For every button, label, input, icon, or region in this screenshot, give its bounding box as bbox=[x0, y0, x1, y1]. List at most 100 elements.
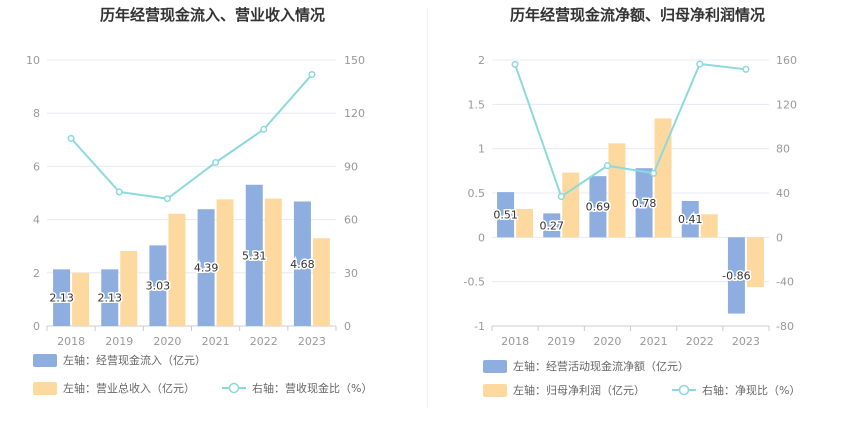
bar-primary bbox=[589, 176, 607, 238]
left-axis-tick-label: 1.5 bbox=[468, 98, 486, 111]
panel-divider bbox=[427, 8, 428, 408]
left-axis-tick-label: 1 bbox=[478, 143, 485, 156]
line-series bbox=[514, 62, 747, 199]
right-axis-tick-label: 120 bbox=[776, 98, 797, 111]
x-axis-tick-label: 2020 bbox=[593, 335, 621, 348]
bar-primary bbox=[101, 269, 119, 326]
legend-swatch bbox=[33, 382, 57, 395]
legend-swatch bbox=[483, 384, 507, 397]
bar-primary bbox=[543, 213, 561, 238]
right-axis-tick-label: 0 bbox=[344, 320, 351, 333]
x-axis-tick-label: 2018 bbox=[501, 335, 529, 348]
bar-secondary bbox=[120, 250, 138, 326]
x-axis-tick-label: 2018 bbox=[57, 335, 85, 348]
x-axis-tick-label: 2021 bbox=[202, 335, 230, 348]
left-axis-tick-label: 4 bbox=[33, 214, 40, 227]
x-axis-tick-label: 2020 bbox=[153, 335, 181, 348]
line-point bbox=[603, 162, 611, 170]
bar-secondary bbox=[72, 272, 90, 326]
x-axis-tick-label: 2021 bbox=[640, 335, 668, 348]
bar-data-label: 0.41 bbox=[678, 213, 703, 226]
bar-data-label: 0.78 bbox=[632, 197, 657, 210]
line-point bbox=[308, 70, 316, 79]
line-point bbox=[511, 60, 519, 68]
legend-swatch bbox=[483, 360, 507, 373]
left-axis-tick-label: 6 bbox=[33, 160, 40, 173]
bar-primary bbox=[149, 245, 167, 326]
right-axis-tick-label: 60 bbox=[344, 214, 358, 227]
bar-data-label: 0.51 bbox=[493, 209, 517, 222]
x-axis-tick-label: 2019 bbox=[105, 335, 133, 348]
bar-secondary bbox=[264, 198, 282, 326]
line-point bbox=[212, 158, 220, 167]
left-axis-tick-label: 10 bbox=[26, 54, 40, 67]
bar-secondary bbox=[654, 118, 672, 238]
left-axis-tick-label: 8 bbox=[33, 107, 40, 120]
bar-secondary bbox=[168, 213, 186, 326]
bar-data-label: -0.86 bbox=[722, 269, 750, 282]
x-axis-tick-label: 2019 bbox=[547, 335, 575, 348]
bar-secondary bbox=[562, 172, 580, 238]
bar-data-label: 5.31 bbox=[242, 249, 267, 262]
bar-data-label: 0.27 bbox=[540, 219, 565, 232]
right-axis-tick-label: 30 bbox=[344, 267, 358, 280]
x-axis-tick-label: 2023 bbox=[732, 335, 760, 348]
legend-label: 左轴：经营现金流入（亿元） bbox=[63, 353, 206, 367]
right-axis-tick-label: 150 bbox=[344, 54, 365, 67]
line-point bbox=[557, 192, 565, 201]
left-axis-tick-label: 0.5 bbox=[468, 187, 486, 200]
left-axis-tick-label: 0 bbox=[33, 320, 40, 333]
line-point bbox=[742, 65, 750, 73]
bar-primary bbox=[681, 200, 699, 238]
x-axis-tick-label: 2022 bbox=[686, 335, 714, 348]
bar-data-label: 2.13 bbox=[49, 292, 74, 305]
line-point bbox=[163, 195, 171, 203]
bar-primary bbox=[293, 201, 311, 326]
line-point bbox=[67, 134, 75, 142]
legend-label: 左轴：归母净利润（亿元） bbox=[513, 383, 645, 397]
line-point bbox=[696, 60, 704, 68]
legend-label: 右轴：营收现金比（%） bbox=[252, 381, 372, 395]
right-axis-tick-label: 0 bbox=[776, 231, 783, 244]
chart-svg-cash-inflow-revenue: 0 2 4 6 8 10 0 30 60 90 120 150 2018 2019 2020 2021 2022… bbox=[26, 54, 372, 395]
left-axis-tick-label: -0.5 bbox=[464, 276, 485, 289]
bar-secondary bbox=[216, 199, 234, 326]
bar-data-label: 4.68 bbox=[290, 258, 315, 271]
bar-data-label: 4.39 bbox=[194, 262, 219, 275]
bar-secondary bbox=[312, 238, 330, 326]
legend-line-marker bbox=[228, 382, 240, 394]
bar-primary bbox=[635, 168, 653, 238]
legend-line-marker bbox=[678, 384, 690, 396]
bar-secondary bbox=[700, 214, 718, 238]
left-axis-tick-label: 2 bbox=[478, 54, 485, 67]
right-axis-tick-label: 120 bbox=[344, 107, 365, 120]
legend-label: 左轴：经营活动现金流净额（亿元） bbox=[513, 359, 689, 373]
line-point bbox=[260, 125, 268, 133]
bar-primary bbox=[497, 192, 515, 238]
bar-data-label: 0.69 bbox=[586, 201, 611, 214]
bar-secondary bbox=[746, 237, 764, 287]
left-axis-tick-label: 0 bbox=[478, 231, 485, 244]
right-axis-tick-label: -80 bbox=[776, 320, 794, 333]
legend-label: 左轴：营业总收入（亿元） bbox=[63, 381, 195, 395]
bar-data-label: 3.03 bbox=[146, 280, 171, 293]
left-axis-tick-label: -1 bbox=[474, 320, 485, 333]
chart-panel-net-cash-profit: 历年经营现金流净额、归母净利润情况 -1 -0.5 0 0.5 1 1.5 2 -80 -40 0… bbox=[425, 0, 850, 437]
right-axis-tick-label: 160 bbox=[776, 54, 797, 67]
right-axis-tick-label: 40 bbox=[776, 187, 790, 200]
legend-label: 右轴：净现比（%） bbox=[702, 383, 800, 397]
right-axis-tick-label: 80 bbox=[776, 143, 790, 156]
right-axis-tick-label: 90 bbox=[344, 160, 358, 173]
chart-title: 历年经营现金流净额、归母净利润情况 bbox=[509, 6, 765, 24]
right-axis-tick-label: -40 bbox=[776, 276, 794, 289]
bar-primary bbox=[197, 209, 215, 326]
legend-swatch bbox=[33, 354, 57, 367]
x-axis-tick-label: 2023 bbox=[298, 335, 326, 348]
bar-secondary bbox=[608, 143, 626, 238]
line-point bbox=[650, 169, 658, 177]
bar-primary bbox=[727, 237, 745, 314]
chart-panel-cash-inflow-revenue: 历年经营现金流入、营业收入情况 0 2 4 6 8 10 0 30 60 90 120 150 2018… bbox=[26, 6, 372, 395]
line-point bbox=[115, 188, 123, 196]
